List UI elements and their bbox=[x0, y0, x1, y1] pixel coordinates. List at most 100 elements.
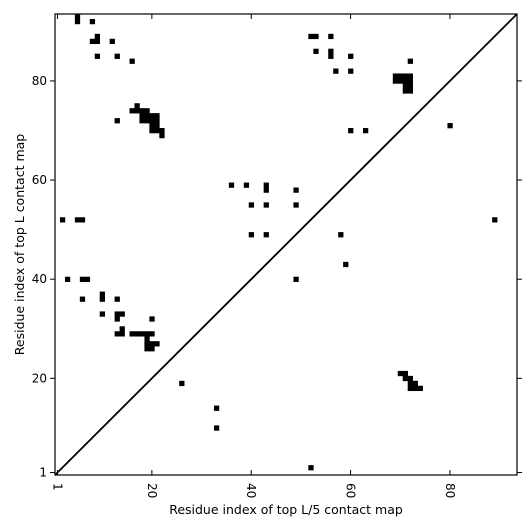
contact-cell-35 bbox=[149, 118, 155, 124]
contact-cell-83 bbox=[149, 316, 155, 322]
contact-cell-50 bbox=[407, 78, 413, 84]
contact-cell-103 bbox=[407, 380, 413, 387]
contact-cell-102 bbox=[407, 375, 413, 382]
contact-cell-37 bbox=[149, 123, 155, 129]
x-tick-label-40: 40 bbox=[244, 483, 258, 498]
contact-cell-13 bbox=[313, 48, 319, 54]
contact-cell-43 bbox=[392, 73, 399, 79]
contact-cell-110 bbox=[308, 465, 314, 471]
diagonal-line bbox=[54, 13, 518, 476]
contact-cell-20 bbox=[447, 123, 453, 129]
contact-cell-81 bbox=[119, 311, 125, 317]
x-tick-label-60: 60 bbox=[344, 483, 358, 498]
contact-cell-28 bbox=[144, 108, 150, 114]
contact-cell-12 bbox=[328, 33, 334, 40]
contact-cell-86 bbox=[119, 331, 125, 337]
contact-cell-60 bbox=[248, 202, 255, 208]
contact-cell-36 bbox=[154, 118, 160, 124]
contact-cell-94 bbox=[149, 341, 155, 347]
contact-cell-18 bbox=[348, 68, 354, 74]
contact-cell-77 bbox=[79, 296, 86, 302]
contact-cell-82 bbox=[114, 316, 120, 322]
contact-cell-68 bbox=[263, 232, 269, 238]
contact-cell-80 bbox=[114, 311, 120, 317]
contact-cell-49 bbox=[402, 78, 409, 84]
plot-frame bbox=[54, 13, 518, 476]
contact-cell-52 bbox=[407, 83, 413, 89]
contact-cell-0 bbox=[74, 14, 81, 20]
contact-cell-47 bbox=[392, 78, 399, 84]
contact-cell-89 bbox=[139, 331, 145, 337]
contact-cell-33 bbox=[139, 118, 145, 124]
contact-cell-53 bbox=[402, 88, 409, 94]
contact-cell-64 bbox=[74, 217, 81, 223]
contact-cell-92 bbox=[144, 336, 150, 342]
contact-cell-29 bbox=[139, 113, 145, 119]
contact-cell-70 bbox=[343, 261, 349, 268]
contact-cell-10 bbox=[308, 33, 314, 40]
y-axis-label: Residue index of top L contact map bbox=[12, 134, 27, 355]
y-tick-label-80: 80 bbox=[32, 74, 47, 88]
y-tick-label-40: 40 bbox=[32, 272, 47, 286]
contact-cell-99 bbox=[397, 370, 404, 377]
contact-cell-55 bbox=[228, 182, 235, 188]
contact-cell-32 bbox=[154, 113, 160, 119]
contact-cell-57 bbox=[263, 182, 269, 188]
y-tick-label-60: 60 bbox=[32, 173, 47, 187]
contact-cell-61 bbox=[263, 202, 269, 208]
y-tick-label-1: 1 bbox=[39, 466, 47, 480]
contact-cell-24 bbox=[129, 108, 135, 114]
contact-cell-62 bbox=[293, 202, 299, 208]
contact-cell-7 bbox=[94, 53, 101, 59]
contact-cell-100 bbox=[402, 370, 409, 377]
contact-cell-41 bbox=[159, 128, 165, 134]
contact-cell-105 bbox=[407, 385, 413, 392]
contact-cell-109 bbox=[213, 425, 220, 431]
contact-cell-45 bbox=[402, 73, 409, 79]
x-tick-label-20: 20 bbox=[145, 483, 159, 498]
contact-cell-54 bbox=[407, 88, 413, 94]
contact-cell-93 bbox=[144, 341, 150, 347]
contact-cell-85 bbox=[114, 331, 120, 337]
contact-cell-6 bbox=[109, 38, 115, 45]
contact-cell-23 bbox=[114, 118, 120, 124]
contact-cell-84 bbox=[119, 326, 125, 332]
contact-cell-27 bbox=[139, 108, 145, 114]
contact-cell-38 bbox=[154, 123, 160, 129]
contact-cell-91 bbox=[149, 331, 155, 337]
contact-cell-16 bbox=[348, 53, 354, 59]
contact-cell-56 bbox=[243, 182, 250, 188]
contact-cell-1 bbox=[74, 18, 81, 25]
x-tick-label-1: 1 bbox=[50, 483, 64, 491]
contact-cell-72 bbox=[79, 276, 86, 282]
contact-cell-76 bbox=[99, 296, 105, 302]
contact-cell-73 bbox=[84, 276, 91, 282]
contact-cell-30 bbox=[144, 113, 150, 119]
contact-cell-78 bbox=[114, 296, 120, 302]
contact-cell-44 bbox=[397, 73, 404, 79]
contact-cell-97 bbox=[149, 346, 155, 352]
contact-cell-95 bbox=[154, 341, 160, 347]
contact-cell-9 bbox=[129, 58, 135, 64]
contact-cell-4 bbox=[94, 38, 101, 45]
contact-cell-74 bbox=[293, 276, 299, 282]
contact-cell-11 bbox=[313, 33, 319, 40]
contact-cell-96 bbox=[144, 346, 150, 352]
contact-cell-101 bbox=[402, 375, 409, 382]
contact-cell-79 bbox=[99, 311, 105, 317]
contact-cell-17 bbox=[333, 68, 339, 74]
contact-cell-19 bbox=[407, 58, 413, 64]
contact-cell-51 bbox=[402, 83, 409, 89]
contact-cell-5 bbox=[89, 38, 96, 45]
contact-cell-108 bbox=[213, 405, 220, 411]
contact-cell-87 bbox=[129, 331, 135, 337]
contact-cell-67 bbox=[248, 232, 255, 238]
contact-cell-46 bbox=[407, 73, 413, 79]
contact-cell-25 bbox=[134, 108, 140, 114]
x-tick-label-80: 80 bbox=[443, 483, 457, 498]
contact-cell-26 bbox=[134, 103, 140, 109]
contact-cell-8 bbox=[114, 53, 120, 59]
contact-cell-31 bbox=[149, 113, 155, 119]
contact-cell-21 bbox=[348, 128, 354, 134]
